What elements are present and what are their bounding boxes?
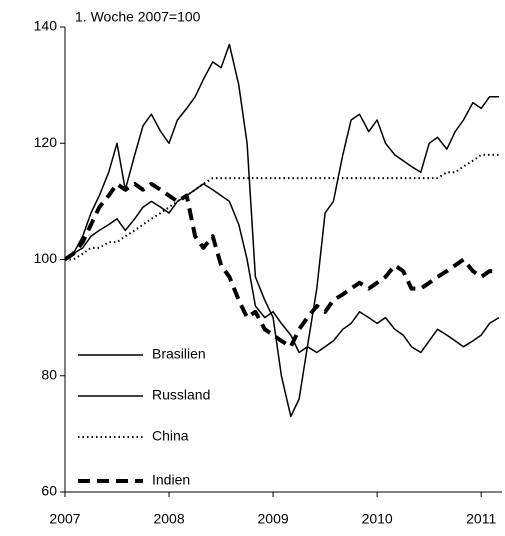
y-tick-label: 140 <box>34 18 58 34</box>
legend-label: Russland <box>152 387 210 403</box>
y-tick-label: 80 <box>41 366 57 382</box>
x-tick-label: 2009 <box>258 511 289 527</box>
x-tick-label: 2010 <box>362 511 393 527</box>
series-line <box>64 183 500 354</box>
x-tick-label: 2008 <box>153 511 184 527</box>
x-tick-label: 2011 <box>466 511 496 527</box>
legend-label: China <box>152 428 189 444</box>
legend-label: Brasilien <box>152 346 206 362</box>
y-tick-label: 100 <box>34 250 58 266</box>
legend-label: Indien <box>152 472 190 488</box>
series-line <box>65 153 499 261</box>
y-tick-label: 120 <box>34 134 58 150</box>
series-line <box>64 43 499 418</box>
y-tick-label: 60 <box>41 483 57 499</box>
series-line <box>63 181 499 349</box>
x-tick-label: 2007 <box>49 511 80 527</box>
annotation: 1. Woche 2007=100 <box>75 9 201 25</box>
